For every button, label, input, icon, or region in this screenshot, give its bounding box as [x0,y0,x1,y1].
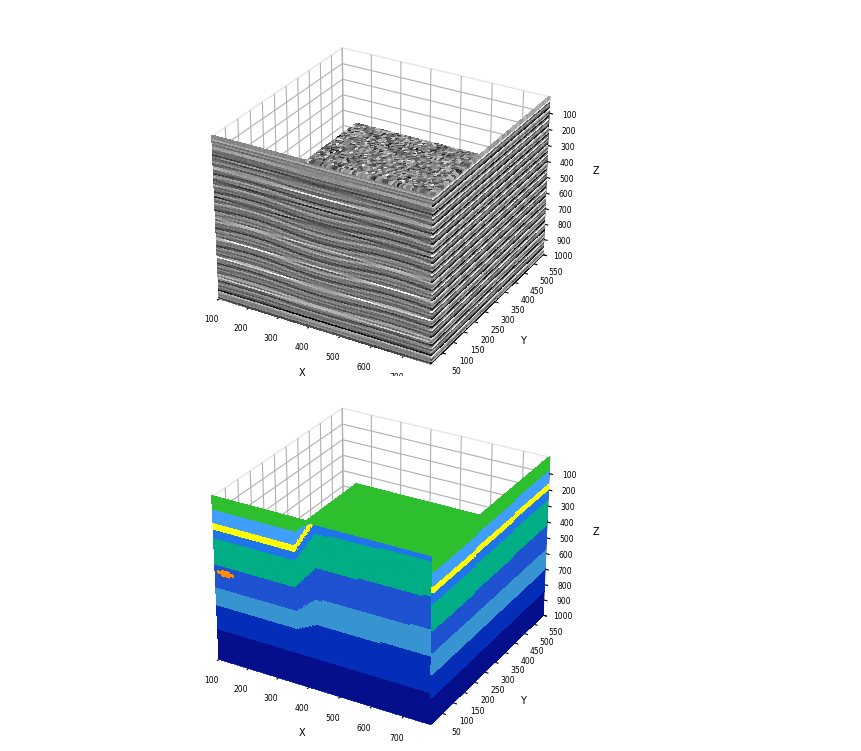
X-axis label: X: X [299,368,306,378]
Y-axis label: Y: Y [519,696,525,707]
Y-axis label: Y: Y [519,336,525,346]
X-axis label: X: X [299,728,306,738]
